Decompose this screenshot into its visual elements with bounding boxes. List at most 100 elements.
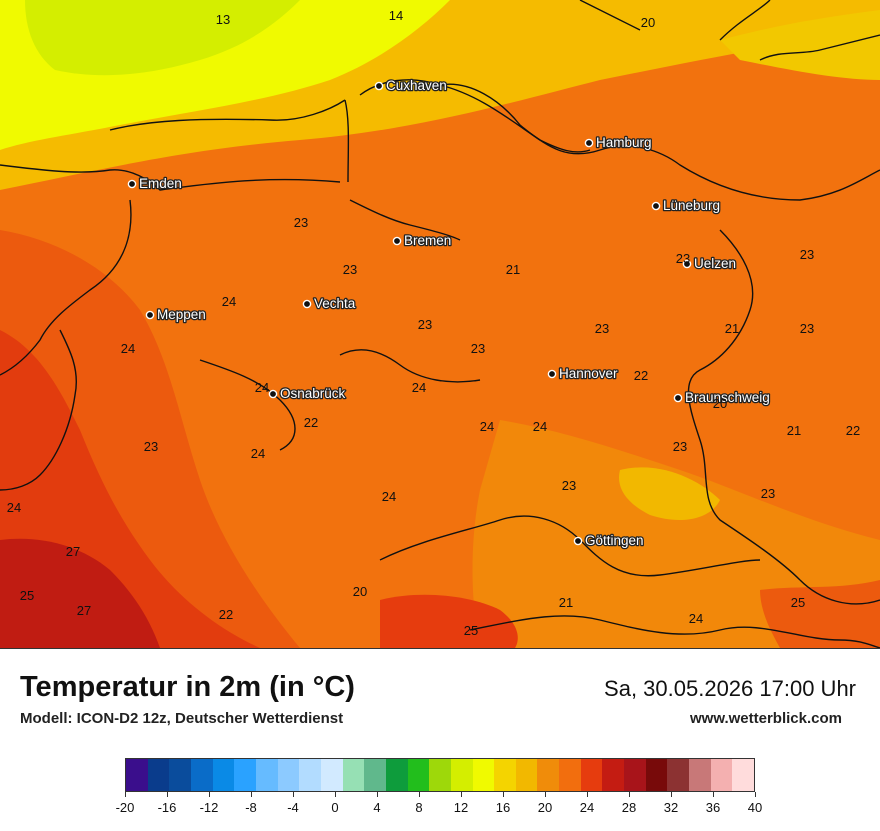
temperature-value: 24 [382, 489, 396, 504]
forecast-datetime: Sa, 30.05.2026 17:00 Uhr [604, 676, 856, 702]
city-label-vechta: Vechta [314, 296, 356, 311]
city-label-lueneburg: Lüneburg [663, 198, 720, 213]
legend-tick-label: 28 [622, 800, 636, 815]
temperature-value: 24 [412, 380, 426, 395]
legend-color-cell [581, 759, 603, 791]
temperature-value: 13 [216, 12, 230, 27]
temperature-value: 22 [304, 415, 318, 430]
legend-tick-label: -12 [200, 800, 219, 815]
city-marker-cuxhaven [375, 82, 382, 89]
legend-color-cell [148, 759, 170, 791]
legend-tick [545, 792, 546, 797]
temperature-value: 25 [464, 623, 478, 638]
temperature-value: 23 [418, 317, 432, 332]
city-marker-hamburg [585, 139, 592, 146]
legend-color-cell [191, 759, 213, 791]
legend-color-cell [126, 759, 148, 791]
temperature-value: 24 [689, 611, 703, 626]
legend-tick-label: 40 [748, 800, 762, 815]
temperature-value: 21 [787, 423, 801, 438]
legend-tick [377, 792, 378, 797]
city-label-emden: Emden [139, 176, 182, 191]
temperature-value: 23 [562, 478, 576, 493]
temperature-value: 25 [791, 595, 805, 610]
legend-tick [461, 792, 462, 797]
temperature-value: 24 [121, 341, 135, 356]
city-label-hannover: Hannover [559, 366, 618, 381]
temperature-value: 23 [294, 215, 308, 230]
temperature-map: Cuxhaven Hamburg Emden Lüneburg Bremen Uelzen… [0, 0, 880, 648]
legend-color-cell [646, 759, 668, 791]
legend-tick-label: -4 [287, 800, 299, 815]
legend-color-cell [516, 759, 538, 791]
temperature-value: 27 [77, 603, 91, 618]
temperature-value: 23 [761, 486, 775, 501]
legend-tick [167, 792, 168, 797]
temperature-value: 22 [219, 607, 233, 622]
legend-tick [587, 792, 588, 797]
city-marker-osnabrueck [269, 390, 276, 397]
legend-tick [503, 792, 504, 797]
city-label-hamburg: Hamburg [596, 135, 652, 150]
legend-color-cell [386, 759, 408, 791]
temperature-value: 24 [222, 294, 236, 309]
legend-color-cell [537, 759, 559, 791]
legend-color-cell [278, 759, 300, 791]
city-marker-lueneburg [652, 202, 659, 209]
legend-color-cell [451, 759, 473, 791]
city-label-uelzen: Uelzen [694, 256, 736, 271]
temperature-value: 20 [641, 15, 655, 30]
city-label-bremen: Bremen [404, 233, 451, 248]
temperature-value: 20 [713, 396, 727, 411]
legend-color-cell [602, 759, 624, 791]
legend-color-cell [711, 759, 733, 791]
legend-color-cell [213, 759, 235, 791]
legend-tick [251, 792, 252, 797]
temperature-value: 21 [725, 321, 739, 336]
legend-tick-label: 12 [454, 800, 468, 815]
legend-color-cell [732, 759, 754, 791]
legend-tick [713, 792, 714, 797]
temperature-value: 23 [595, 321, 609, 336]
legend-color-cell [299, 759, 321, 791]
legend-tick [335, 792, 336, 797]
city-label-braunschweig: Braunschweig [685, 390, 770, 405]
temperature-value: 22 [634, 368, 648, 383]
legend-tick-label: -8 [245, 800, 257, 815]
legend-tick-label: 0 [331, 800, 338, 815]
legend-tick [293, 792, 294, 797]
model-info: Modell: ICON-D2 12z, Deutscher Wetterdie… [20, 710, 343, 727]
temperature-value: 27 [66, 544, 80, 559]
temperature-value: 24 [480, 419, 494, 434]
temperature-value: 25 [20, 588, 34, 603]
legend-color-bar [125, 758, 755, 792]
legend-tick-label: 24 [580, 800, 594, 815]
website-link[interactable]: www.wetterblick.com [690, 710, 842, 727]
temperature-value: 23 [343, 262, 357, 277]
city-label-meppen: Meppen [157, 307, 206, 322]
map-title: Temperatur in 2m (in °C) [20, 671, 355, 704]
legend-color-cell [364, 759, 386, 791]
city-marker-hannover [548, 370, 555, 377]
city-label-cuxhaven: Cuxhaven [386, 78, 447, 93]
temperature-value: 23 [800, 247, 814, 262]
legend-color-cell [321, 759, 343, 791]
legend-color-cell [256, 759, 278, 791]
city-marker-meppen [146, 311, 153, 318]
legend-tick-label: 36 [706, 800, 720, 815]
legend-color-cell [343, 759, 365, 791]
legend-color-cell [667, 759, 689, 791]
legend-tick [671, 792, 672, 797]
temperature-value: 23 [800, 321, 814, 336]
city-label-goettingen: Göttingen [585, 533, 644, 548]
temperature-value: 21 [559, 595, 573, 610]
temperature-value: 23 [144, 439, 158, 454]
legend-tick [125, 792, 126, 797]
temperature-value: 24 [251, 446, 265, 461]
city-marker-braunschweig [674, 394, 681, 401]
temperature-value: 20 [353, 584, 367, 599]
legend-color-cell [169, 759, 191, 791]
legend-color-cell [429, 759, 451, 791]
legend-tick-label: 32 [664, 800, 678, 815]
